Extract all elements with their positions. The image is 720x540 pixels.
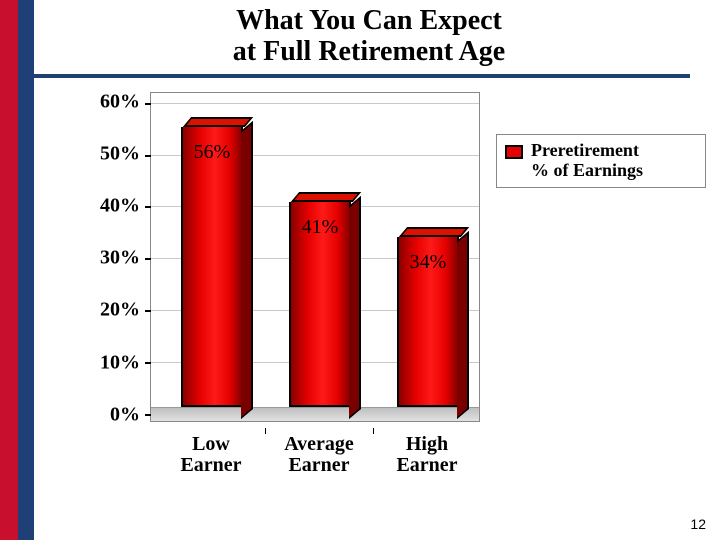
- ytick-mark: [145, 103, 151, 105]
- page-title: What You Can Expect at Full Retirement A…: [18, 0, 720, 68]
- bar-average-earner: 41%: [289, 192, 351, 407]
- xlabel-line2: Earner: [180, 454, 241, 476]
- legend-swatch: [505, 145, 523, 159]
- chart: 60% 50% 40% 30% 20% 10% 0%: [78, 92, 708, 502]
- ytick-60: 60%: [78, 90, 148, 113]
- xlabel-line1: High: [406, 433, 448, 455]
- title-underline: [34, 74, 690, 78]
- gridline: [151, 103, 479, 104]
- xlabel-line2: Earner: [396, 454, 457, 476]
- legend: Preretirement % of Earnings: [496, 134, 706, 188]
- bar-value-label: 34%: [388, 251, 468, 274]
- slide-page: What You Can Expect at Full Retirement A…: [0, 0, 720, 540]
- bar-value-label: 56%: [172, 141, 252, 164]
- ytick-mark: [145, 310, 151, 312]
- bar-top: [291, 192, 361, 202]
- xlabel-line1: Average: [284, 433, 354, 455]
- ytick-mark: [145, 258, 151, 260]
- xlabel-average: Average Earner: [264, 434, 374, 476]
- ytick-0: 0%: [78, 403, 148, 426]
- ytick-40: 40%: [78, 195, 148, 218]
- xlabel-high: High Earner: [372, 434, 482, 476]
- bar-high-earner: 34%: [397, 227, 459, 407]
- left-accent-blue: [18, 0, 34, 540]
- legend-line2: % of Earnings: [531, 160, 643, 180]
- bar-value-label: 41%: [280, 216, 360, 239]
- bar-top: [399, 227, 469, 237]
- ytick-10: 10%: [78, 351, 148, 374]
- bar-top: [183, 117, 253, 127]
- title-line-1: What You Can Expect: [18, 6, 720, 37]
- plot-area: 56% 41% 34%: [150, 92, 480, 422]
- xlabel-low: Low Earner: [156, 434, 266, 476]
- legend-item: Preretirement % of Earnings: [505, 141, 697, 181]
- y-axis: 60% 50% 40% 30% 20% 10% 0%: [78, 92, 148, 422]
- ytick-50: 50%: [78, 143, 148, 166]
- ytick-mark: [145, 155, 151, 157]
- ytick-mark: [145, 362, 151, 364]
- plot-floor: [151, 407, 479, 421]
- title-line-2: at Full Retirement Age: [18, 37, 720, 68]
- ytick-30: 30%: [78, 247, 148, 270]
- ytick-20: 20%: [78, 299, 148, 322]
- bar-low-earner: 56%: [181, 117, 243, 407]
- legend-line1: Preretirement: [531, 140, 639, 160]
- ytick-mark: [145, 206, 151, 208]
- bar-side: [241, 121, 253, 419]
- xlabel-line1: Low: [192, 433, 230, 455]
- bar-front: [181, 127, 243, 407]
- legend-label: Preretirement % of Earnings: [531, 141, 643, 181]
- page-number: 12: [690, 516, 706, 532]
- x-axis: Low Earner Average Earner High Earner: [150, 428, 520, 488]
- xlabel-line2: Earner: [288, 454, 349, 476]
